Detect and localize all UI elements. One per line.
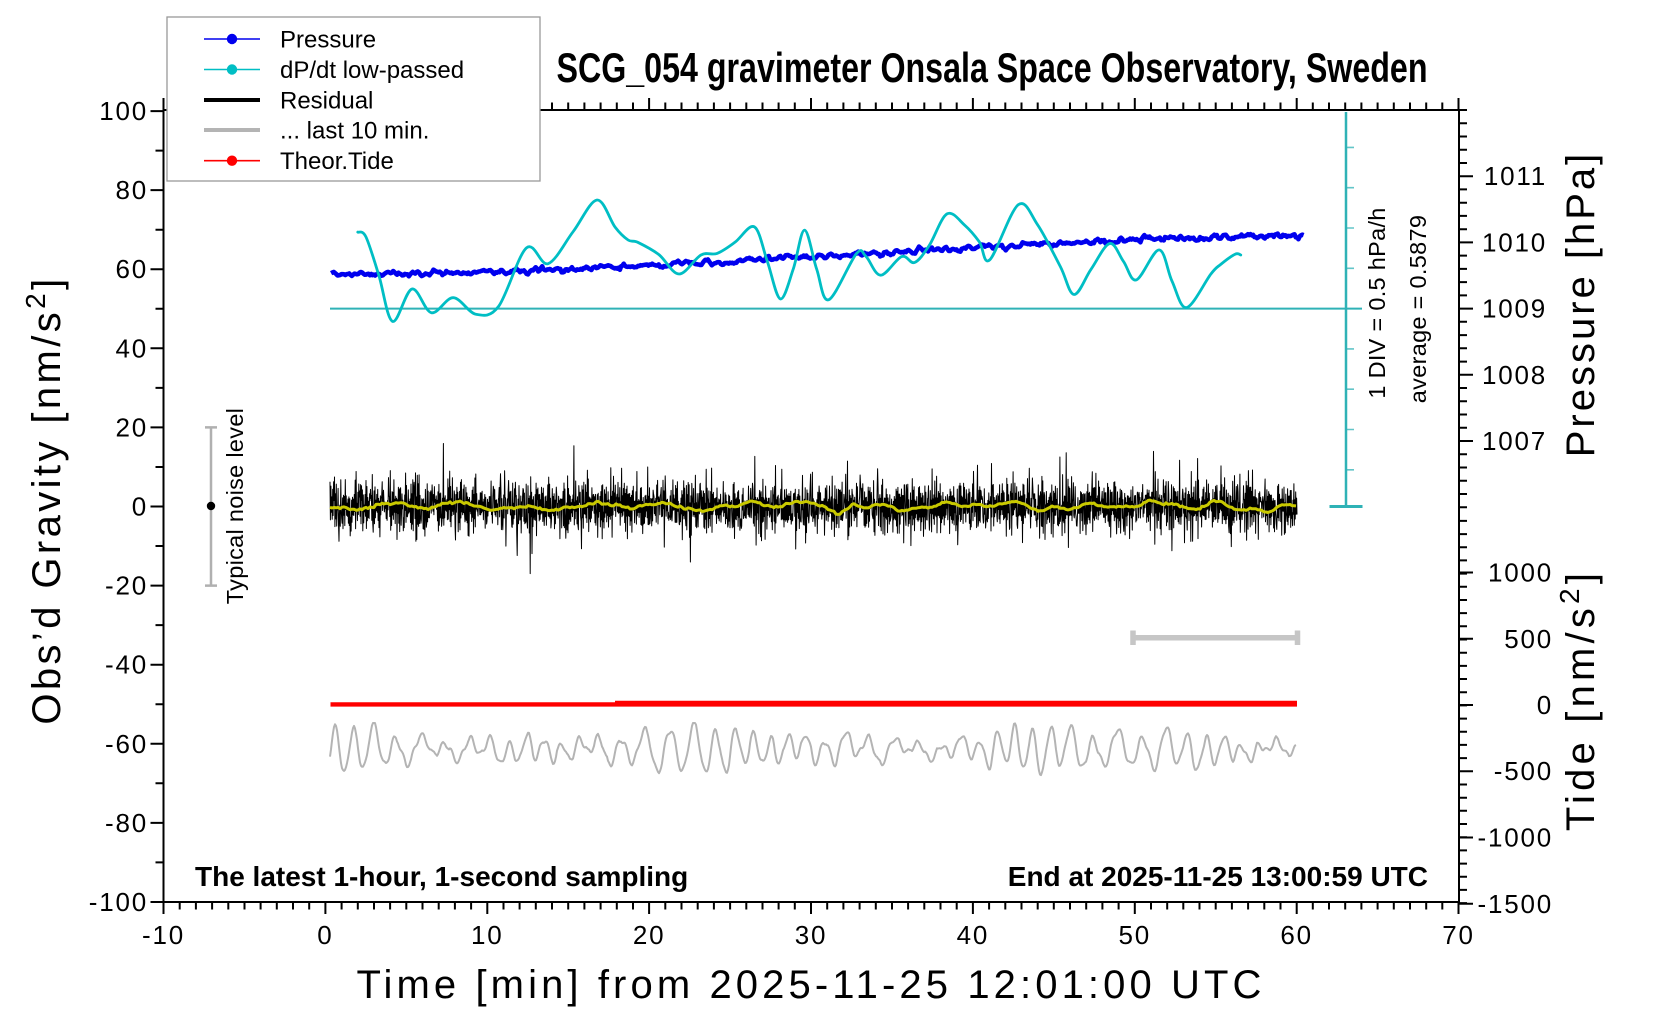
svg-text:Residual: Residual <box>280 88 373 115</box>
svg-text:-80: -80 <box>105 808 148 838</box>
svg-text:Obs’d Gravity [nm/s2]: Obs’d Gravity [nm/s2] <box>20 275 69 724</box>
svg-text:1008: 1008 <box>1482 360 1547 390</box>
svg-text:The latest 1-hour, 1-second sa: The latest 1-hour, 1-second sampling <box>195 861 688 892</box>
svg-text:-100: -100 <box>89 887 148 917</box>
svg-text:Typical noise level: Typical noise level <box>222 408 248 604</box>
svg-text:70: 70 <box>1442 920 1475 950</box>
svg-text:End at 2025-11-25 13:00:59 UTC: End at 2025-11-25 13:00:59 UTC <box>1008 861 1428 892</box>
svg-text:40: 40 <box>115 333 148 363</box>
svg-text:... last 10 min.: ... last 10 min. <box>280 118 429 145</box>
svg-text:Tide [nm/s2]: Tide [nm/s2] <box>1554 569 1603 831</box>
svg-text:500: 500 <box>1504 624 1553 654</box>
svg-text:-20: -20 <box>105 571 148 601</box>
svg-text:30: 30 <box>795 920 828 950</box>
svg-text:-60: -60 <box>105 729 148 759</box>
svg-text:1010: 1010 <box>1482 227 1547 257</box>
svg-text:0: 0 <box>132 492 148 522</box>
svg-text:Theor.Tide: Theor.Tide <box>280 148 394 175</box>
svg-text:Pressure [hPa]: Pressure [hPa] <box>1559 151 1603 458</box>
svg-text:50: 50 <box>1119 920 1152 950</box>
svg-text:-500: -500 <box>1494 756 1553 786</box>
svg-text:0: 0 <box>1537 690 1553 720</box>
svg-text:1 DIV = 0.5 hPa/h: 1 DIV = 0.5 hPa/h <box>1364 207 1390 398</box>
svg-text:20: 20 <box>115 412 148 442</box>
svg-text:0: 0 <box>317 920 333 950</box>
svg-text:1000: 1000 <box>1488 558 1553 588</box>
svg-text:Pressure: Pressure <box>280 27 376 54</box>
svg-text:SCG_054 gravimeter Onsala Spac: SCG_054 gravimeter Onsala Space Observat… <box>557 44 1428 91</box>
svg-text:80: 80 <box>115 175 148 205</box>
svg-text:-1500: -1500 <box>1478 889 1554 919</box>
svg-text:100: 100 <box>99 96 148 126</box>
svg-text:-40: -40 <box>105 650 148 680</box>
svg-text:Time [min] from 2025-11-25 12:: Time [min] from 2025-11-25 12:01:00 UTC <box>356 963 1265 1007</box>
svg-text:60: 60 <box>1280 920 1313 950</box>
svg-text:-1000: -1000 <box>1478 823 1554 853</box>
svg-text:dP/dt low-passed: dP/dt low-passed <box>280 57 464 84</box>
svg-text:1011: 1011 <box>1484 161 1547 191</box>
svg-text:-10: -10 <box>142 920 185 950</box>
svg-text:60: 60 <box>115 254 148 284</box>
svg-text:average = 0.5879: average = 0.5879 <box>1405 215 1431 403</box>
svg-text:20: 20 <box>633 920 666 950</box>
svg-text:1009: 1009 <box>1482 294 1547 324</box>
svg-text:1007: 1007 <box>1482 426 1547 456</box>
svg-text:10: 10 <box>471 920 504 950</box>
svg-text:40: 40 <box>957 920 990 950</box>
